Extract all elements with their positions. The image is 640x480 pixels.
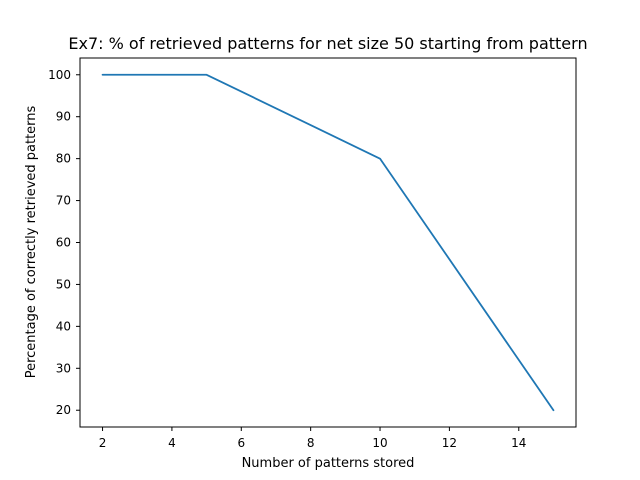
y-tick-label: 80 [56, 152, 71, 166]
y-tick-label: 20 [56, 403, 71, 417]
x-tick-label: 6 [237, 436, 245, 450]
y-tick-label: 40 [56, 319, 71, 333]
chart-title: Ex7: % of retrieved patterns for net siz… [68, 34, 587, 53]
plot-area [79, 57, 577, 428]
y-tick-label: 50 [56, 277, 71, 291]
series-line-0 [101, 73, 555, 412]
y-axis-ticks: 20 30 40 50 60 70 80 90 100 [48, 68, 80, 417]
y-tick-label: 100 [48, 68, 71, 82]
x-tick-label: 14 [511, 436, 526, 450]
x-tick-label: 2 [99, 436, 107, 450]
x-tick-label: 12 [442, 436, 457, 450]
y-tick-label: 90 [56, 110, 71, 124]
y-tick-label: 30 [56, 361, 71, 375]
x-axis-label: Number of patterns stored [242, 456, 415, 471]
y-tick-label: 70 [56, 194, 71, 208]
axes-frame [79, 57, 577, 428]
x-tick-label: 4 [168, 436, 176, 450]
x-tick-label: 10 [372, 436, 387, 450]
x-axis-ticks: 2 4 6 8 10 12 14 [99, 427, 526, 450]
x-tick-label: 8 [307, 436, 315, 450]
y-axis-label: Percentage of correctly retrieved patter… [24, 105, 39, 378]
y-tick-label: 60 [56, 236, 71, 250]
